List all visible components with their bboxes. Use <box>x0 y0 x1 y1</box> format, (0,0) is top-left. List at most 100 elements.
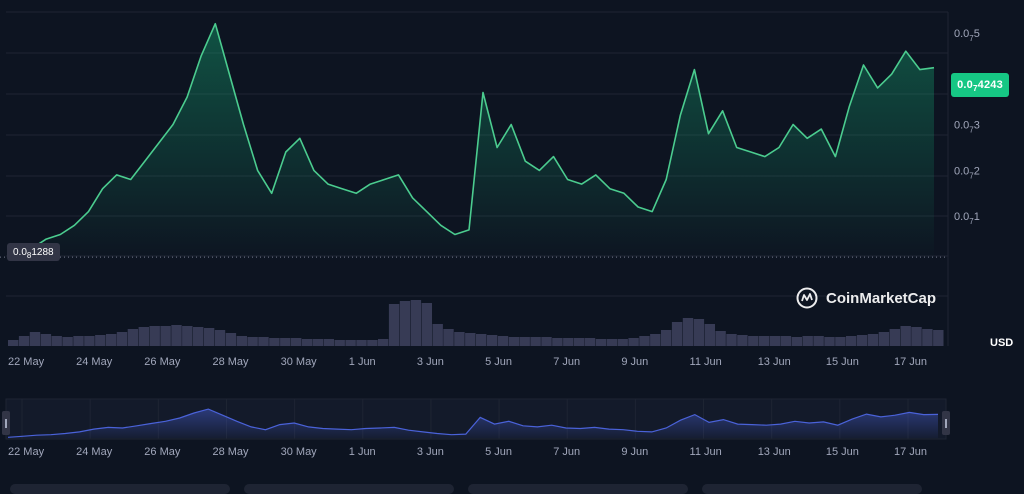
bottom-tab[interactable] <box>10 484 230 494</box>
volume-bar <box>693 319 705 346</box>
volume-bar <box>258 337 269 346</box>
x-tick-label: 3 Jun <box>417 356 444 368</box>
volume-bar <box>8 340 19 346</box>
y-tick-label: 0.072 <box>954 165 980 180</box>
volume-bar <box>432 324 443 346</box>
volume-bar <box>639 336 650 346</box>
navigator-x-tick-label: 22 May <box>8 446 45 458</box>
volume-bar <box>203 328 215 346</box>
navigator-x-tick-label: 3 Jun <box>417 446 444 458</box>
volume-bar <box>356 340 367 346</box>
currency-label: USD <box>990 337 1014 349</box>
volume-bar <box>671 322 683 346</box>
volume-bar <box>378 339 389 346</box>
bottom-tab[interactable] <box>468 484 688 494</box>
start-price-badge: 0.0 8 1288 <box>7 243 60 261</box>
volume-bar <box>846 336 857 346</box>
volume-bar <box>606 339 617 346</box>
price-sub: 7 <box>972 83 978 93</box>
volume-bar <box>149 326 160 346</box>
x-tick-label: 7 Jun <box>553 356 580 368</box>
volume-bar <box>399 301 411 346</box>
volume-bar <box>476 334 487 346</box>
volume-bar <box>312 339 324 346</box>
volume-bar <box>497 336 509 346</box>
navigator-x-tick-label: 15 Jun <box>826 446 859 458</box>
volume-bar <box>214 330 226 346</box>
x-tick-label: 28 May <box>212 356 249 368</box>
navigator-x-tick-label: 1 Jun <box>349 446 376 458</box>
bottom-tab[interactable] <box>702 484 922 494</box>
x-tick-label: 24 May <box>76 356 113 368</box>
navigator-right-handle[interactable] <box>942 411 950 435</box>
volume-bar <box>443 329 454 346</box>
y-tick-label: 0.071 <box>954 211 980 226</box>
volume-bar <box>280 338 291 346</box>
volume-bar <box>388 304 400 346</box>
volume-bar <box>911 327 922 346</box>
navigator-x-tick-label: 17 Jun <box>894 446 927 458</box>
volume-bar <box>856 335 868 346</box>
volume-bar <box>552 338 563 346</box>
volume-bar <box>454 332 465 346</box>
volume-bar <box>682 318 694 346</box>
volume-bar <box>530 337 541 346</box>
volume-bar <box>334 340 345 346</box>
volume-bar <box>236 336 247 346</box>
navigator-x-tick-label: 13 Jun <box>758 446 791 458</box>
volume-bar <box>465 333 476 346</box>
navigator[interactable] <box>5 398 947 440</box>
volume-bar <box>824 337 835 346</box>
volume-bar <box>486 335 498 346</box>
volume-bar <box>171 325 182 346</box>
x-tick-label: 15 Jun <box>826 356 859 368</box>
volume-bar <box>889 329 900 346</box>
volume-bar <box>127 329 139 346</box>
volume-bar <box>802 336 813 346</box>
bottom-tab[interactable] <box>244 484 454 494</box>
volume-bar <box>584 338 596 346</box>
start-rest: 1288 <box>31 246 54 258</box>
volume-bars <box>8 300 944 346</box>
current-price-badge: 0.0 7 4243 <box>951 73 1009 97</box>
price-main: 0.0 <box>957 79 973 91</box>
navigator-line <box>7 408 939 438</box>
volume-bar <box>791 337 802 346</box>
volume-bar <box>867 334 879 346</box>
navigator-area <box>8 409 938 438</box>
volume-bar <box>106 334 117 346</box>
start-sub: 8 <box>26 250 32 260</box>
navigator-left-handle[interactable] <box>2 411 10 435</box>
price-line <box>17 22 935 257</box>
x-tick-label: 22 May <box>8 356 45 368</box>
volume-bar <box>301 339 313 346</box>
volume-bar <box>116 332 128 346</box>
volume-bar <box>563 338 574 346</box>
coinmarketcap-logo-icon <box>796 287 818 309</box>
volume-bar <box>595 339 607 346</box>
navigator-x-tick-label: 11 Jun <box>690 446 722 458</box>
navigator-x-tick-label: 26 May <box>144 446 181 458</box>
volume-bar <box>769 336 781 346</box>
volume-bar <box>73 336 84 346</box>
volume-bar <box>138 327 149 346</box>
volume-bar <box>541 337 552 346</box>
navigator-x-tick-label: 30 May <box>281 446 318 458</box>
volume-bar <box>617 339 628 346</box>
x-axis: 22 May 24 May 26 May 28 May 30 May 1 Jun 3 Jun… <box>8 356 927 368</box>
volume-bar <box>29 332 41 346</box>
price-rest: 4243 <box>977 79 1003 91</box>
volume-bar <box>18 336 30 346</box>
x-tick-label: 26 May <box>144 356 181 368</box>
volume-bar <box>900 326 911 346</box>
volume-bar <box>62 337 73 346</box>
volume-bar <box>84 336 95 346</box>
volume-bar <box>878 332 890 346</box>
volume-bar <box>737 335 748 346</box>
x-tick-label: 1 Jun <box>349 356 376 368</box>
x-tick-label: 13 Jun <box>758 356 791 368</box>
navigator-x-axis: 22 May 24 May 26 May 28 May 30 May 1 Jun 3 Jun… <box>8 446 927 458</box>
volume-bar <box>933 330 944 346</box>
